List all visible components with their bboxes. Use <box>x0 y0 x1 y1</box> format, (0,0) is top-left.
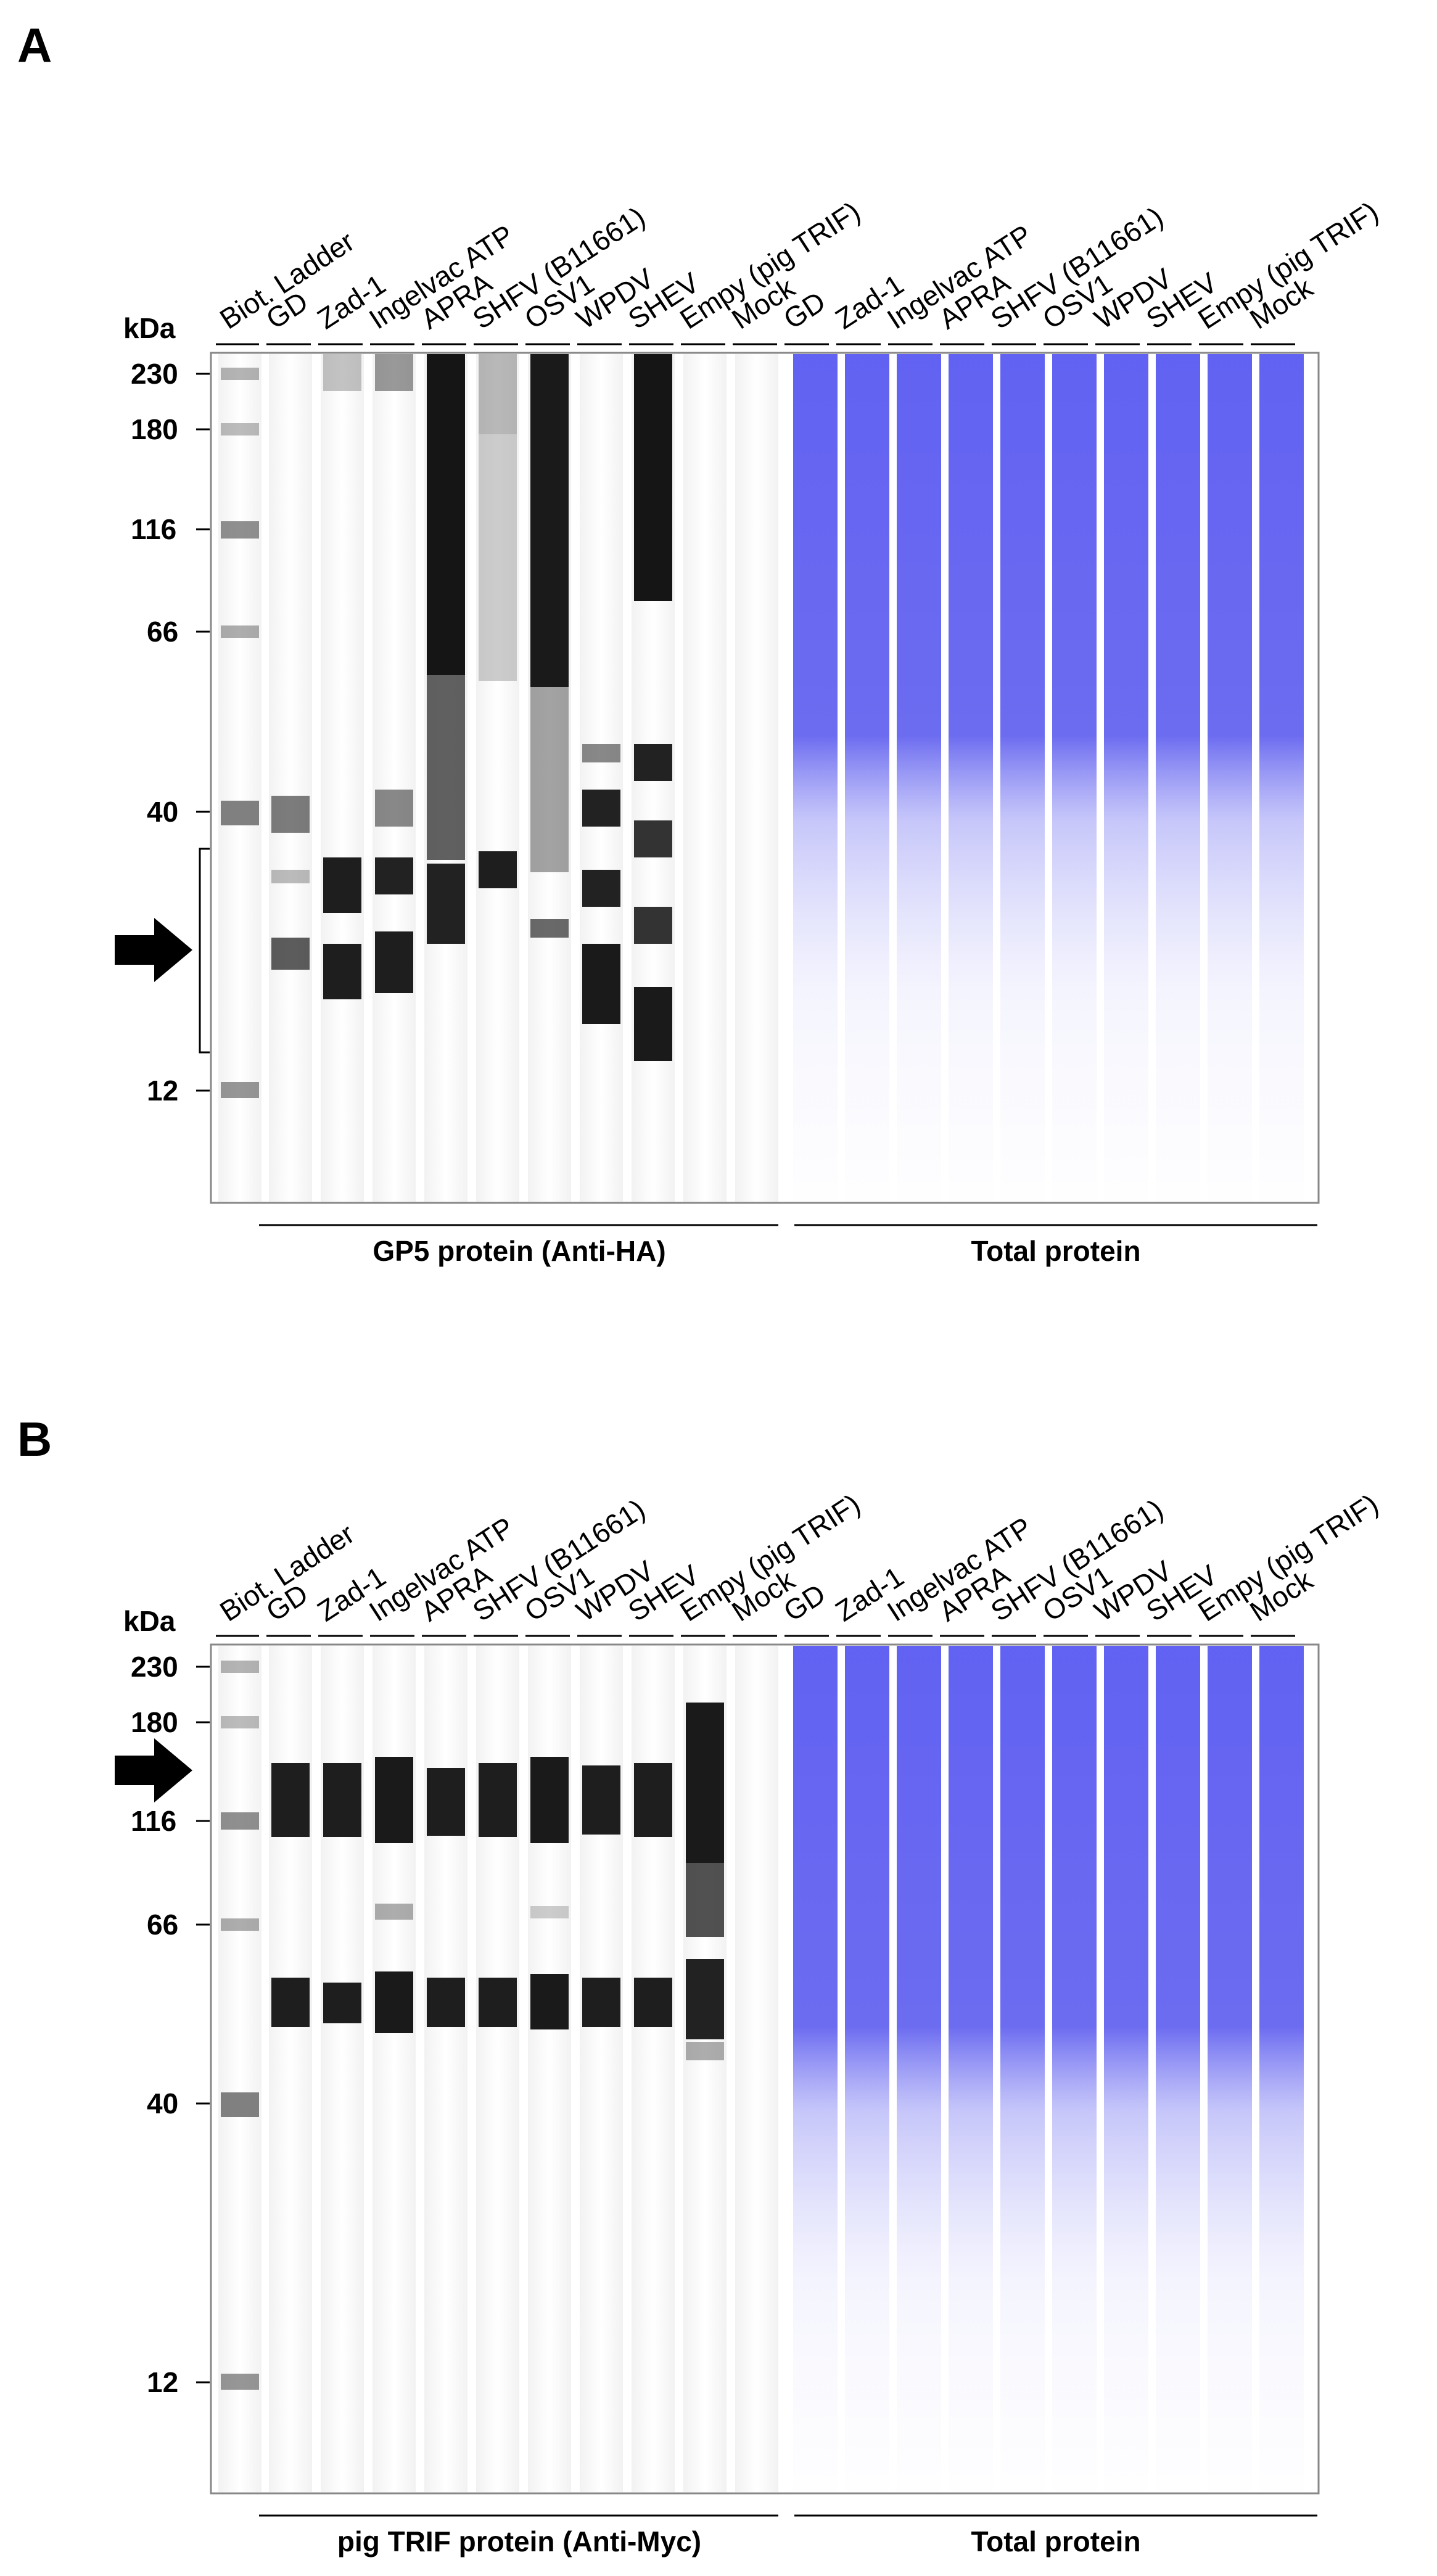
arrow-icon <box>115 1738 192 1802</box>
marker-40: 40 <box>147 796 178 828</box>
kda-markers: 230 180 116 66 40 12 <box>131 1651 178 2398</box>
kda-unit-label: kDa <box>123 1605 176 1637</box>
panel-a: A Biot. Ladder GD Zad-1 Ingelvac ATP APR… <box>17 18 1384 1267</box>
sample-bands <box>271 354 672 1061</box>
kda-unit-label: kDa <box>123 312 176 344</box>
group-label-left: pig TRIF protein (Anti-Myc) <box>337 2525 701 2557</box>
bracket <box>199 848 210 1054</box>
marker-66: 66 <box>147 1909 178 1941</box>
group-label-right: Total protein <box>971 1235 1140 1267</box>
panel-letter: B <box>17 1412 52 1466</box>
total-protein-lanes <box>793 1646 1304 2492</box>
marker-12: 12 <box>147 2366 178 2398</box>
ladder-bands <box>221 368 259 1098</box>
arrow-icon <box>115 918 192 982</box>
marker-230: 230 <box>131 1651 178 1683</box>
kda-markers: 230 180 116 66 40 12 <box>131 358 178 1107</box>
marker-40: 40 <box>147 2087 178 2120</box>
lane-labels: Biot. Ladder GD Zad-1 Ingelvac ATP APRA … <box>214 1487 1384 1627</box>
total-protein-lanes <box>793 354 1304 1202</box>
panel-b: B Biot. Ladder GD Zad-1 Ingelvac ATP APR… <box>17 1412 1384 2557</box>
marker-66: 66 <box>147 616 178 648</box>
marker-230: 230 <box>131 358 178 390</box>
marker-12: 12 <box>147 1075 178 1107</box>
panel-letter: A <box>17 18 52 72</box>
ladder-bands <box>221 1661 259 2390</box>
marker-116: 116 <box>131 1805 176 1837</box>
marker-116: 116 <box>131 513 176 545</box>
marker-180: 180 <box>131 1706 178 1738</box>
marker-ticks <box>196 373 210 1092</box>
group-label-right: Total protein <box>971 2525 1140 2557</box>
lane-labels: Biot. Ladder GD Zad-1 Ingelvac ATP APRA … <box>214 195 1384 335</box>
group-label-left: GP5 protein (Anti-HA) <box>373 1235 665 1267</box>
sample-bands <box>271 1703 724 2060</box>
marker-ticks <box>196 1666 210 2384</box>
marker-180: 180 <box>131 413 178 445</box>
